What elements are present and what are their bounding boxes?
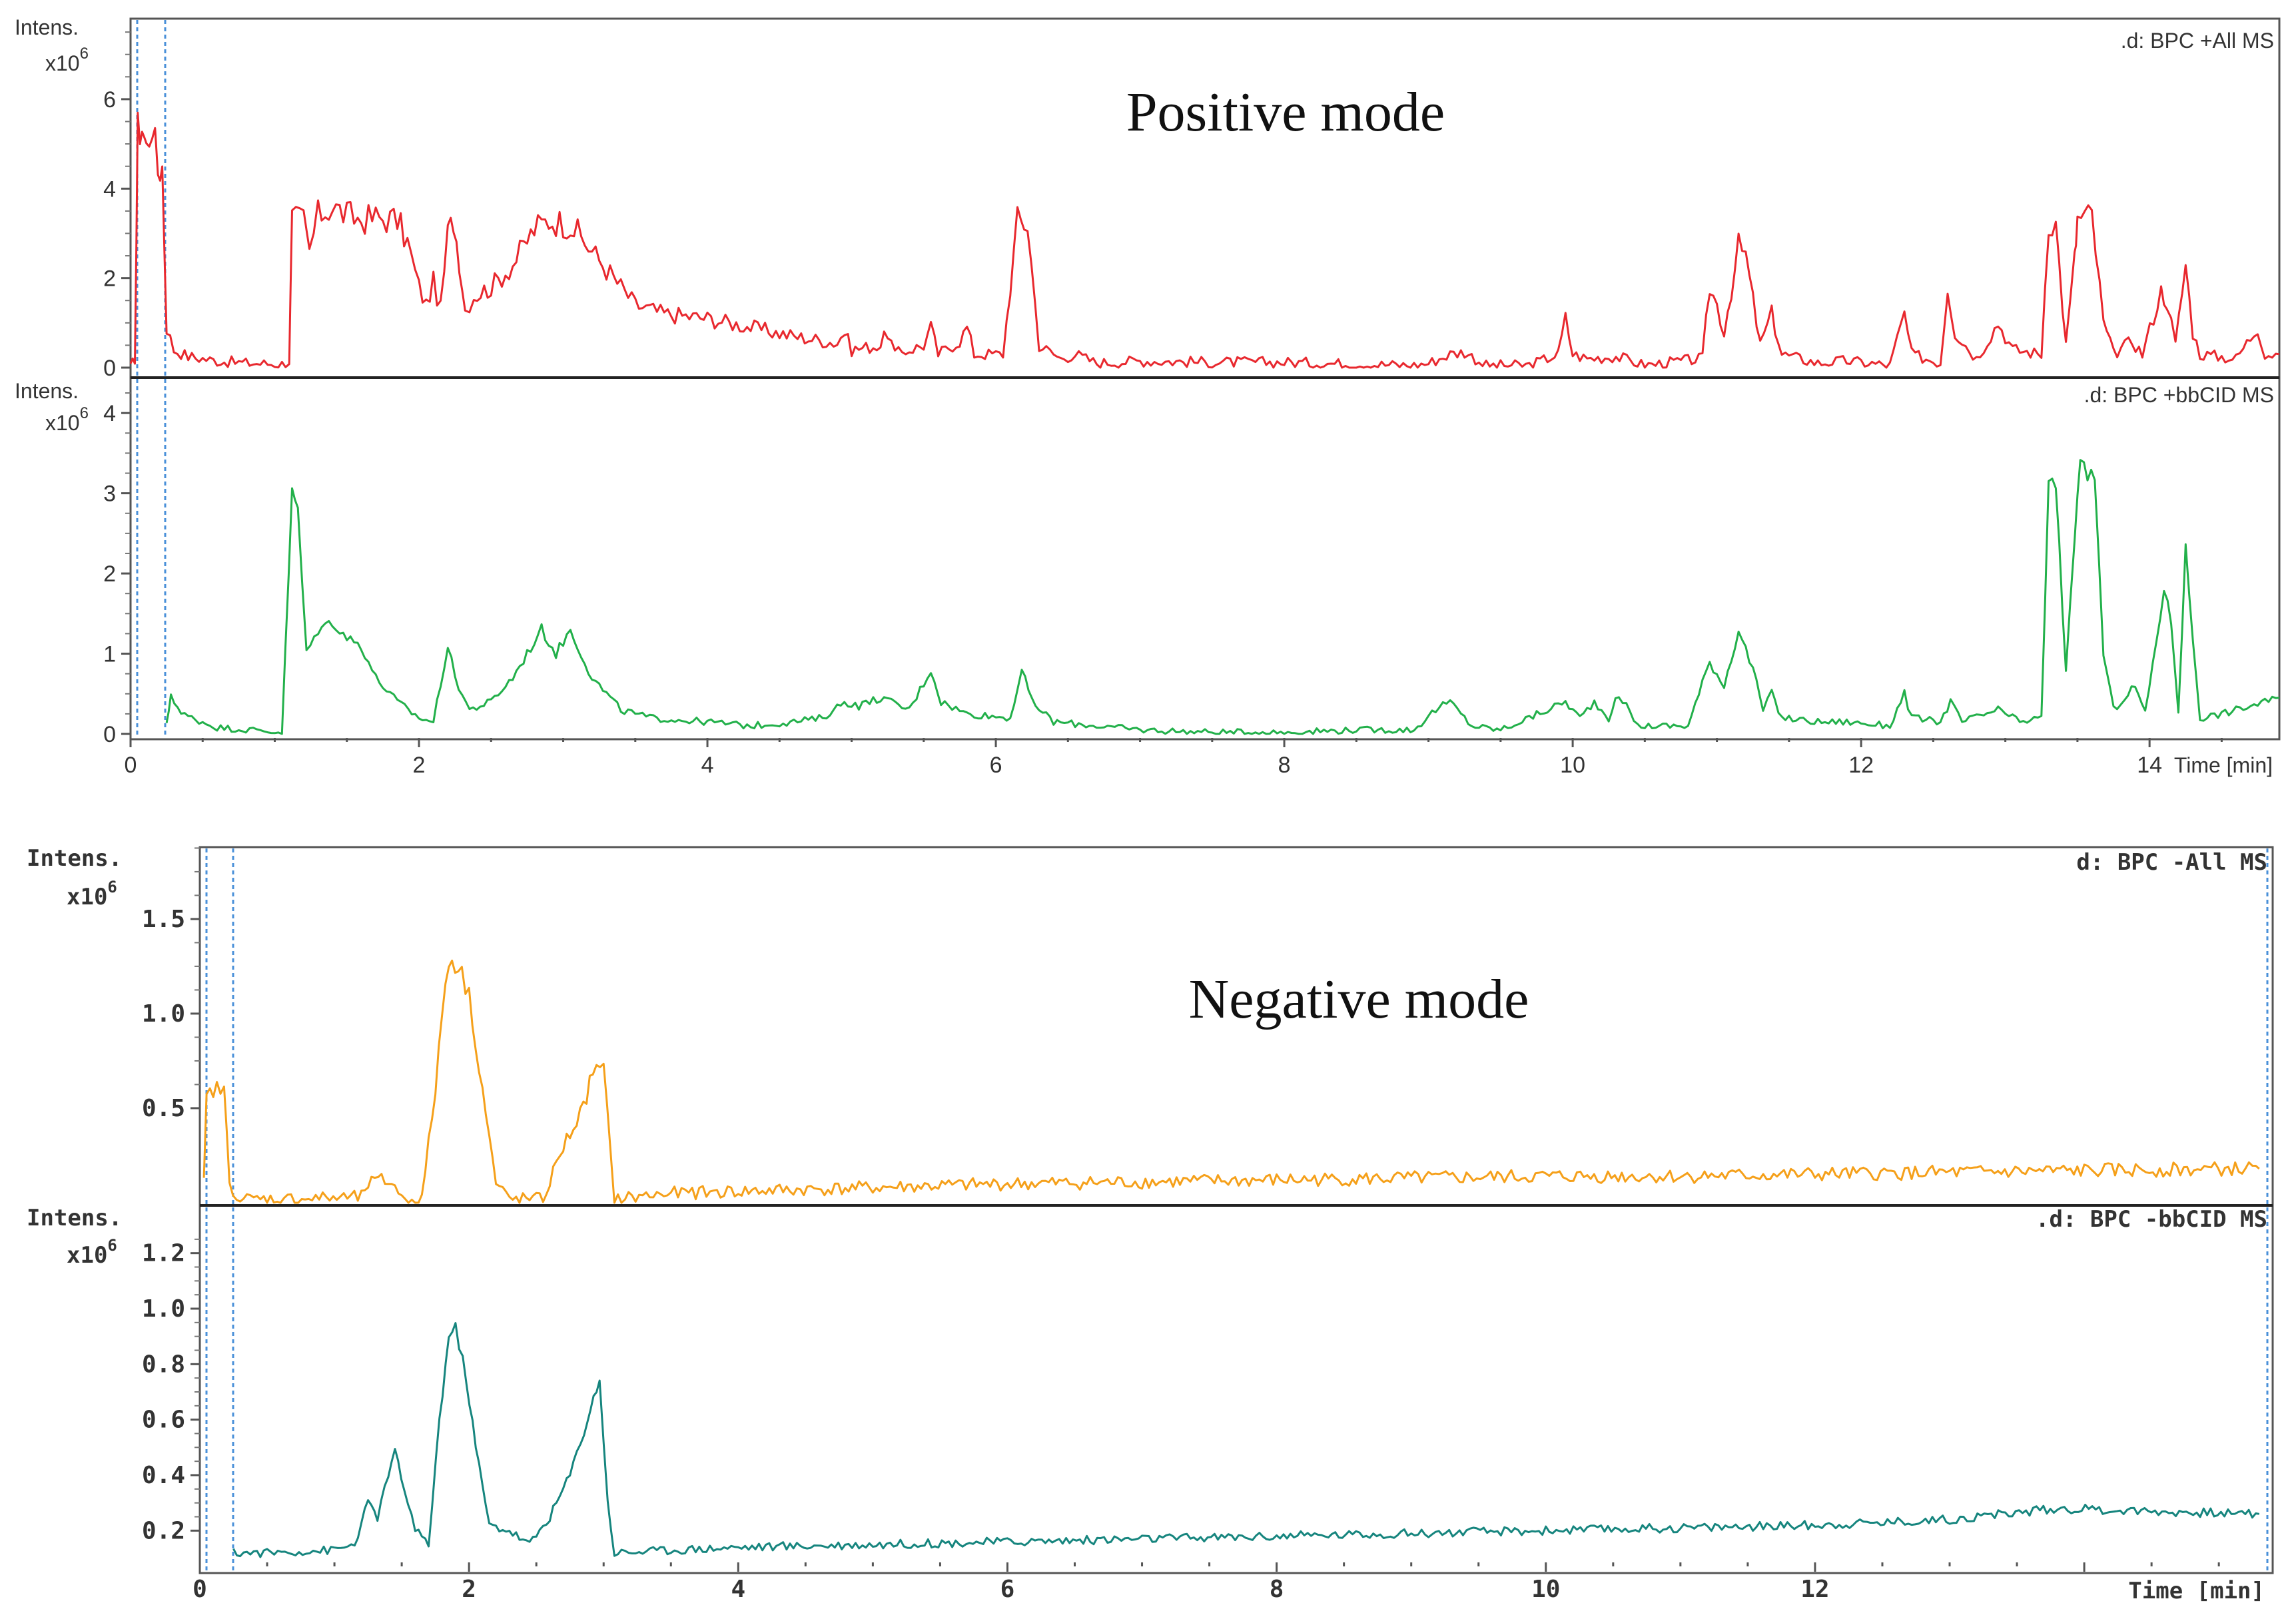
y-tick-label: 3: [103, 482, 116, 507]
x-tick-label: 8: [1270, 1576, 1284, 1603]
panel-neg-bbcid: 0.2 0.4 0.6 0.8 1.0 1.2 0 2 4 6 8 10 12 Intens. x106…: [27, 1205, 2267, 1604]
y-tick-label: 0.8: [142, 1351, 185, 1378]
y-axis-label: Intens.: [27, 1205, 122, 1231]
y-tick-label: 4: [103, 401, 116, 426]
y-axis-scale: x106: [67, 1236, 117, 1269]
x-tick-label: 14: [2137, 753, 2162, 778]
y-tick-label: 0: [103, 722, 116, 747]
x-tick-label: 10: [1531, 1576, 1560, 1603]
x-tick-label: 4: [701, 753, 714, 778]
x-axis-label: Time [min]: [2174, 753, 2273, 777]
x-tick-label: 12: [1800, 1576, 1829, 1603]
y-tick-label: 0.2: [142, 1517, 185, 1544]
negative-chart-frame: [198, 846, 2274, 1574]
x-tick-label: 0: [125, 753, 137, 778]
x-tick-label: 2: [413, 753, 426, 778]
x-tick-label: 6: [1000, 1576, 1015, 1603]
y-axis-scale: x106: [45, 45, 89, 75]
panel-neg-all-axes: 0.5 1.0 1.5: [142, 847, 200, 1122]
trace-label-neg-all: d: BPC -All MS: [2076, 849, 2267, 876]
trace-label-pos-all: .d: BPC +All MS: [2121, 29, 2274, 53]
y-tick-label: 1: [103, 642, 116, 667]
y-axis-scale: x106: [45, 404, 89, 435]
x-tick-label: 2: [462, 1576, 476, 1603]
y-tick-label: 2: [103, 266, 116, 292]
series-line-pos-all: [129, 111, 2280, 369]
y-tick-label: 4: [103, 176, 116, 202]
x-tick-label: 4: [731, 1576, 745, 1603]
x-tick-label: 12: [1848, 753, 1874, 778]
negative-mode-title: Negative mode: [1189, 968, 1529, 1030]
panel-pos-all: 0 2 4 6 Intens. x106 .d: BPC +All MS: [15, 15, 2280, 381]
y-tick-label: 0: [103, 356, 116, 381]
negative-mode-chart: Negative mode: [198, 846, 2274, 1574]
panel-neg-all: 0.5 1.0 1.5 Intens. x106 d: BPC -All MS: [27, 845, 2267, 1204]
series-line-neg-bbcid: [232, 1322, 2260, 1558]
x-axis-label: Time [min]: [2128, 1578, 2265, 1604]
x-tick-label: 10: [1560, 753, 1585, 778]
positive-mode-title: Positive mode: [1126, 81, 1445, 143]
y-axis-label: Intens.: [15, 15, 79, 39]
y-tick-label: 0.6: [142, 1407, 185, 1434]
y-tick-label: 1.5: [142, 906, 185, 933]
y-tick-label: 1.0: [142, 1000, 185, 1028]
y-tick-label: 0.4: [142, 1462, 185, 1489]
y-axis-scale: x106: [67, 878, 117, 910]
x-tick-label: 6: [990, 753, 1002, 778]
y-tick-label: 0.5: [142, 1095, 185, 1122]
x-tick-label: 8: [1278, 753, 1291, 778]
y-tick-label: 6: [103, 87, 116, 113]
series-line-neg-all: [202, 959, 2260, 1204]
panel-pos-all-axes: 0 2 4 6: [103, 31, 131, 381]
y-tick-label: 1.0: [142, 1295, 185, 1323]
trace-label-pos-bbcid: .d: BPC +bbCID MS: [2084, 383, 2274, 407]
panel-neg-bbcid-axes: 0.2 0.4 0.6 0.8 1.0 1.2 0 2 4 6 8 10 12: [142, 1238, 2220, 1603]
y-axis-label: Intens.: [15, 379, 79, 403]
series-line-pos-bbcid: [165, 459, 2280, 735]
y-tick-label: 1.2: [142, 1240, 185, 1267]
y-axis-label: Intens.: [27, 845, 122, 872]
y-tick-label: 2: [103, 561, 116, 587]
positive-mode-chart: Positive mode: [129, 17, 2281, 741]
trace-label-neg-bbcid: .d: BPC -bbCID MS: [2036, 1206, 2267, 1233]
x-tick-label: 0: [192, 1576, 207, 1603]
